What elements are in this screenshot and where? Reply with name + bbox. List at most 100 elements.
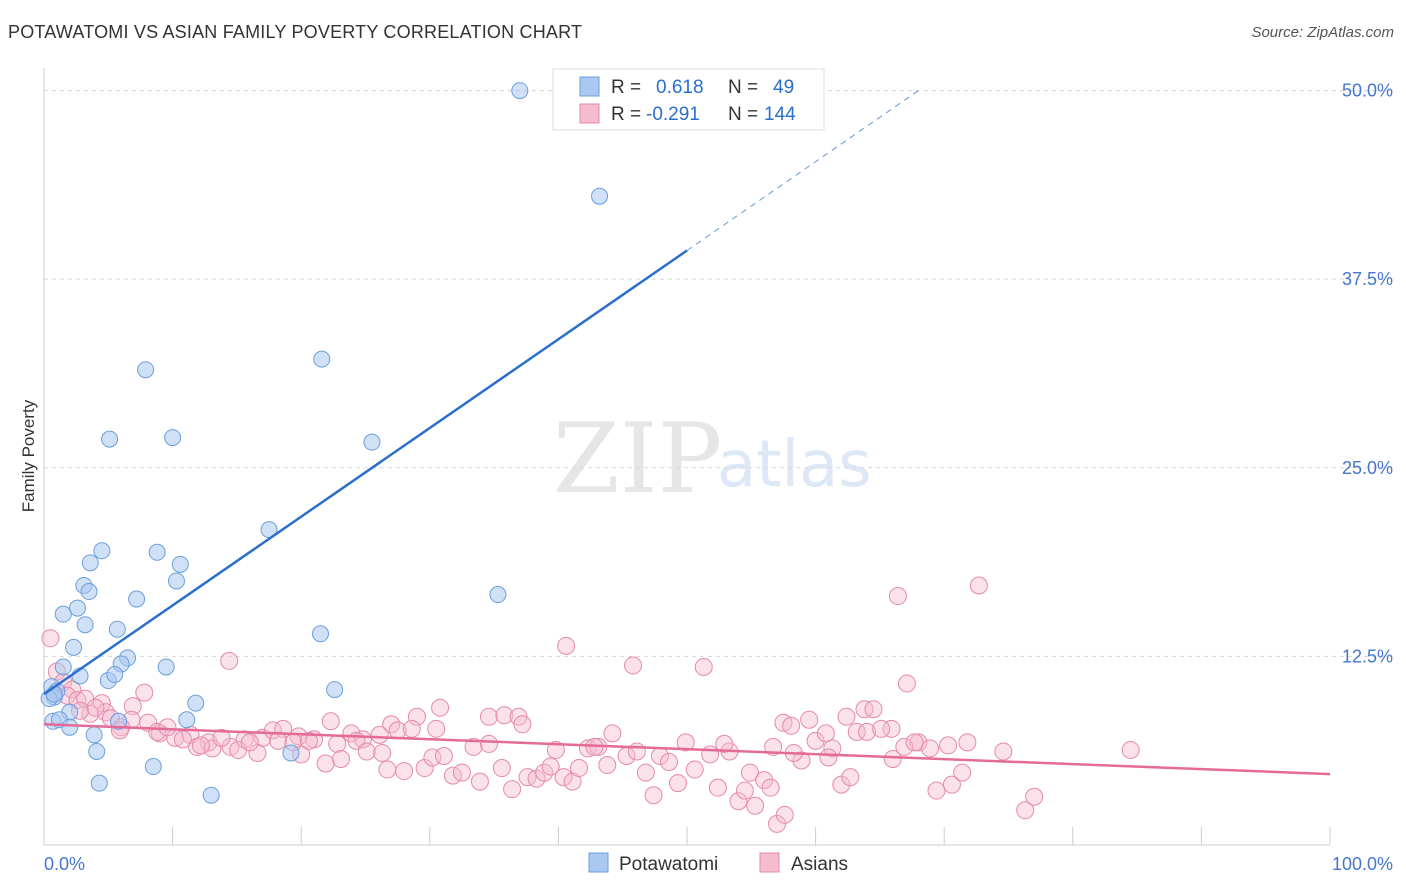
- asians-point: [994, 742, 1013, 761]
- asians-point: [269, 731, 288, 750]
- asians-point: [729, 792, 748, 811]
- bottom-legend-potawatomi: Potawatomi: [619, 854, 718, 875]
- asians-point: [452, 763, 471, 782]
- asians-point: [897, 674, 916, 693]
- y-tick-label: 12.5%: [1342, 646, 1393, 666]
- asians-point: [541, 757, 560, 776]
- potawatomi-point: [108, 620, 126, 638]
- asians-point: [479, 734, 498, 753]
- asians-point: [240, 733, 259, 752]
- potawatomi-point: [187, 694, 205, 712]
- asians-point: [378, 760, 397, 779]
- asians-point: [92, 694, 111, 713]
- asians-point: [203, 739, 222, 758]
- potawatomi-point: [144, 758, 162, 776]
- watermark-zip: ZIP: [553, 403, 722, 515]
- asians-point: [939, 736, 958, 755]
- asians-point: [895, 737, 914, 756]
- asians-point: [668, 774, 687, 793]
- asians-point: [248, 743, 267, 762]
- asians-point: [395, 762, 414, 781]
- potawatomi-point: [167, 572, 185, 590]
- y-axis-label: Family Poverty: [19, 399, 38, 512]
- potawatomi-point: [54, 658, 72, 676]
- asians-point: [676, 733, 695, 752]
- asians-point: [819, 748, 838, 767]
- potawatomi-trend-line: [43, 249, 688, 696]
- potawatomi-point: [68, 599, 86, 617]
- asians-point: [328, 734, 347, 753]
- asians-point: [321, 712, 340, 731]
- asians-point: [1025, 787, 1044, 806]
- legend-r-value-1: 0.618: [656, 77, 704, 98]
- asians-point: [905, 733, 924, 752]
- legend-r-label-2: R =: [611, 104, 641, 125]
- asians-point: [883, 749, 902, 768]
- potawatomi-points: [40, 82, 609, 804]
- asians-point: [775, 805, 794, 824]
- asians-point: [316, 754, 335, 773]
- asians-point: [872, 719, 891, 738]
- legend-r-value-2: -0.291: [646, 104, 700, 125]
- bottom-legend: Potawatomi Asians: [588, 852, 848, 875]
- potawatomi-point: [93, 542, 111, 560]
- asians-point: [768, 814, 787, 833]
- potawatomi-point: [178, 711, 196, 729]
- y-tick-labels: 12.5% 25.0% 37.5% 50.0%: [1342, 81, 1393, 667]
- asians-point: [953, 763, 972, 782]
- asians-point: [841, 768, 860, 787]
- legend-n-label-1: N =: [728, 77, 758, 98]
- asians-point: [158, 718, 177, 737]
- asians-point: [837, 707, 856, 726]
- asians-point: [415, 759, 434, 778]
- asians-point: [407, 707, 426, 726]
- asians-point: [470, 772, 489, 791]
- asians-point: [96, 703, 115, 722]
- asians-point: [701, 745, 720, 764]
- asians-point: [353, 730, 372, 749]
- potawatomi-point: [88, 742, 106, 760]
- asians-point: [86, 698, 105, 717]
- asians-point: [755, 771, 774, 790]
- asians-point: [81, 704, 100, 723]
- asians-point: [823, 739, 842, 758]
- asians-point: [858, 722, 877, 741]
- potawatomi-point: [164, 429, 182, 447]
- asians-point: [888, 587, 907, 606]
- asians-point: [969, 576, 988, 595]
- potawatomi-point: [157, 658, 175, 676]
- asians-point: [832, 775, 851, 794]
- y-tick-label: 37.5%: [1342, 269, 1393, 289]
- asians-point: [464, 737, 483, 756]
- asians-point: [1121, 740, 1140, 759]
- potawatomi-point: [363, 433, 381, 451]
- legend-swatch-asians: [579, 103, 600, 124]
- y-tick-label: 50.0%: [1342, 81, 1393, 101]
- grid-lines: [44, 90, 1393, 657]
- asians-point: [694, 657, 713, 676]
- asians-point: [746, 796, 765, 815]
- asians-point: [958, 733, 977, 752]
- asians-point: [715, 734, 734, 753]
- legend-n-label-2: N =: [728, 104, 758, 125]
- watermark-atlas: atlas: [717, 428, 872, 502]
- x-ticks: [43, 827, 1331, 845]
- asians-point: [123, 697, 142, 716]
- asians-point: [370, 725, 389, 744]
- asians-point: [855, 700, 874, 719]
- potawatomi-point: [106, 666, 124, 684]
- asians-point: [135, 683, 154, 702]
- asians-point: [479, 707, 498, 726]
- asians-point: [909, 733, 928, 752]
- asians-point: [431, 698, 450, 717]
- asians-point: [792, 751, 811, 770]
- asians-point: [623, 656, 642, 675]
- potawatomi-point: [326, 681, 344, 699]
- asians-point: [735, 781, 754, 800]
- watermark: ZIP atlas: [553, 403, 872, 515]
- potawatomi-point: [65, 638, 83, 656]
- asians-point: [627, 742, 646, 761]
- y-tick-label: 25.0%: [1342, 458, 1393, 478]
- potawatomi-point: [311, 625, 329, 643]
- asians-point: [685, 760, 704, 779]
